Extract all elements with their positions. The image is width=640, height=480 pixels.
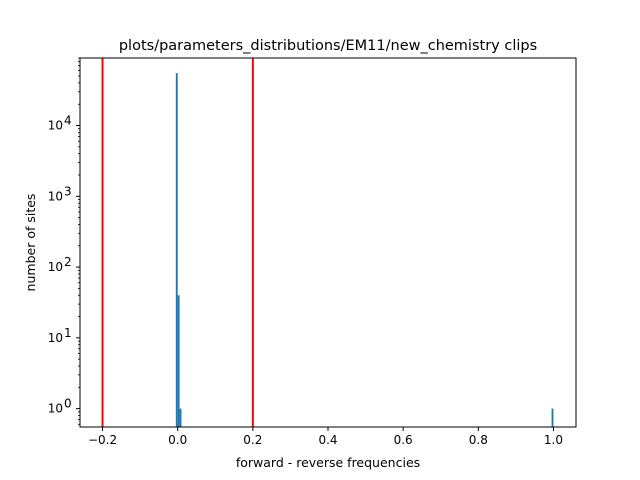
x-tick-label: 0.4: [318, 433, 337, 447]
y-tick-label: 10: [48, 189, 63, 203]
y-tick-exponent: 4: [64, 114, 72, 128]
chart-title: plots/parameters_distributions/EM11/new_…: [119, 38, 537, 54]
x-tick-label: 0.8: [469, 433, 488, 447]
x-tick-label: 0.0: [168, 433, 187, 447]
x-axis: −0.2 0.0 0.2 0.4 0.6 0.8 1.0: [88, 427, 563, 447]
plot-area: [101, 58, 554, 427]
y-tick-exponent: 2: [64, 255, 72, 269]
histogram-bar: [179, 408, 182, 427]
x-tick-label: −0.2: [88, 433, 117, 447]
y-tick-exponent: 0: [64, 397, 72, 411]
y-tick-label: 10: [48, 331, 63, 345]
histogram-bar: [551, 408, 554, 427]
x-tick-label: 0.2: [243, 433, 262, 447]
x-tick-label: 1.0: [544, 433, 563, 447]
y-tick-label: 10: [48, 260, 63, 274]
histogram-bar: [175, 73, 178, 427]
y-axis-label: number of sites: [23, 194, 38, 292]
y-tick-label: 10: [48, 119, 63, 133]
x-axis-label: forward - reverse frequencies: [236, 455, 420, 470]
y-tick-exponent: 1: [64, 326, 72, 340]
y-tick-exponent: 3: [64, 184, 72, 198]
y-tick-label: 10: [48, 402, 63, 416]
histogram-bar: [177, 295, 180, 427]
x-tick-label: 0.6: [394, 433, 413, 447]
